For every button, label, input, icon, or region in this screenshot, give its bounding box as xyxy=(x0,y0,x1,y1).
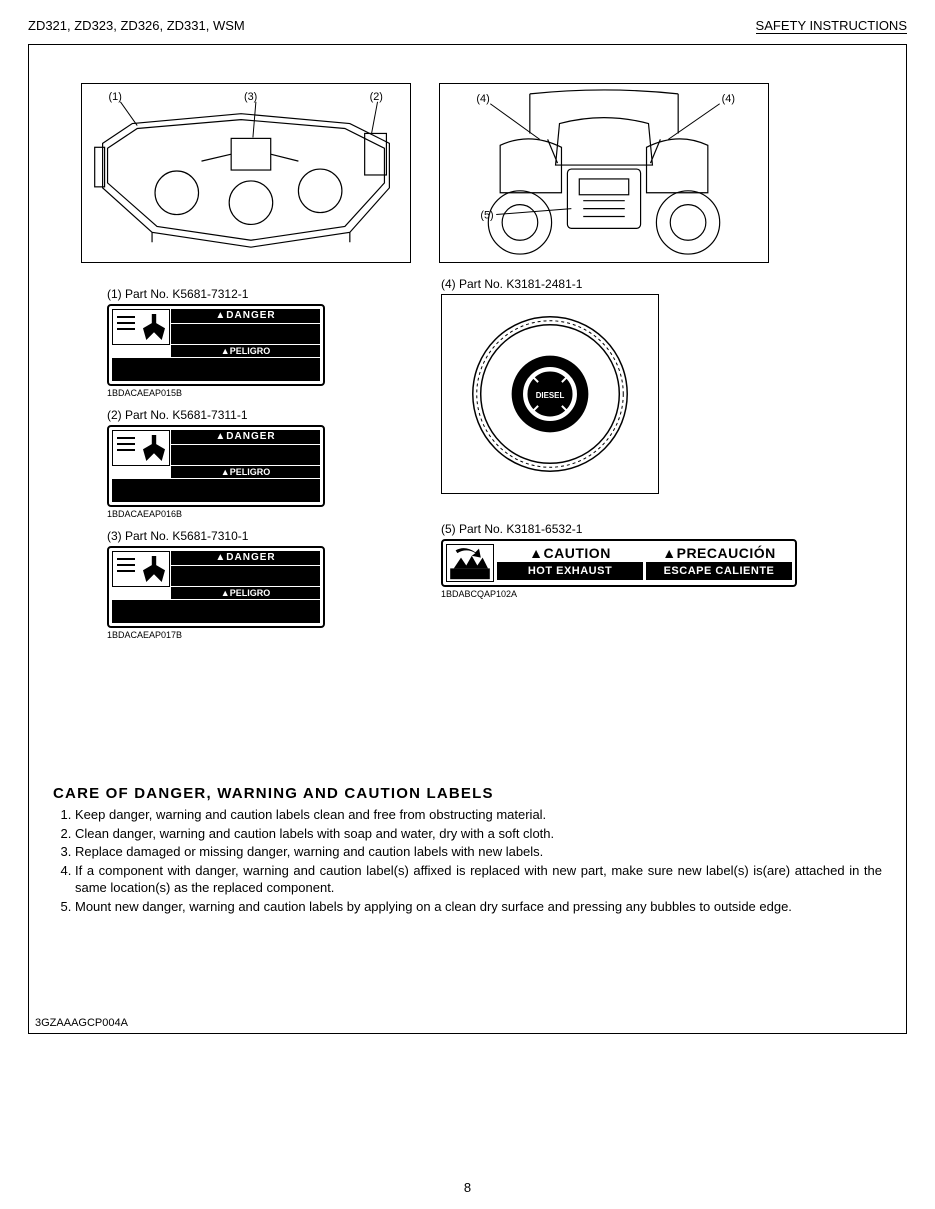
part5-ref: 1BDABCQAP102A xyxy=(441,589,801,599)
danger-header: ▲DANGER xyxy=(171,309,320,323)
header-right: SAFETY INSTRUCTIONS xyxy=(756,18,907,34)
care-item: Clean danger, warning and caution labels… xyxy=(75,825,882,843)
part3-ref: 1BDACAEAP017B xyxy=(107,630,371,640)
care-list: Keep danger, warning and caution labels … xyxy=(53,806,882,915)
callout-2: (2) xyxy=(370,91,383,103)
care-title: CARE OF DANGER, WARNING AND CAUTION LABE… xyxy=(53,785,882,802)
diesel-text: DIESEL xyxy=(536,391,565,400)
header-left: ZD321, ZD323, ZD326, ZD331, WSM xyxy=(28,18,245,34)
callout-1: (1) xyxy=(109,91,122,103)
thrown-object-icon xyxy=(112,430,170,466)
callout-4b: (4) xyxy=(722,93,735,105)
part2-caption: (2) Part No. K5681-7311-1 xyxy=(107,408,371,422)
thrown-object-icon xyxy=(112,551,170,587)
labels-col-right: (4) Part No. K3181-2481-1 DIESEL xyxy=(441,277,801,640)
part1-label: ▲DANGER ▲PELIGRO xyxy=(107,304,325,386)
tractor-rear-diagram: (4) (4) (5) xyxy=(439,83,769,263)
page-number: 8 xyxy=(0,1180,935,1195)
fuel-cap-box: DIESEL xyxy=(441,294,659,494)
part3-caption: (3) Part No. K5681-7310-1 xyxy=(107,529,371,543)
caution-label: ▲CAUTION HOT EXHAUST ▲PRECAUCIÓN ESCAPE … xyxy=(441,539,797,587)
hot-exhaust-icon xyxy=(446,544,494,582)
page-header: ZD321, ZD323, ZD326, ZD331, WSM SAFETY I… xyxy=(0,0,935,38)
thrown-object-icon xyxy=(112,309,170,345)
mower-deck-diagram: (1) (3) (2) xyxy=(81,83,411,263)
part2-label: ▲DANGER ▲PELIGRO xyxy=(107,425,325,507)
part1-ref: 1BDACAEAP015B xyxy=(107,388,371,398)
fuel-cap-svg: DIESEL xyxy=(442,295,658,493)
care-item: If a component with danger, warning and … xyxy=(75,862,882,897)
part2-ref: 1BDACAEAP016B xyxy=(107,509,371,519)
tractor-rear-svg: (4) (4) (5) xyxy=(440,84,768,262)
callout-5: (5) xyxy=(480,209,493,221)
mower-deck-svg: (1) (3) (2) xyxy=(82,84,410,262)
care-section: CARE OF DANGER, WARNING AND CAUTION LABE… xyxy=(53,785,882,916)
part5-caption: (5) Part No. K3181-6532-1 xyxy=(441,522,801,536)
caution-en: ▲CAUTION HOT EXHAUST xyxy=(497,544,643,582)
labels-row: (1) Part No. K5681-7312-1 ▲DANGER ▲PELIG… xyxy=(47,277,888,640)
diagrams-row: (1) (3) (2) xyxy=(47,83,888,263)
callout-4a: (4) xyxy=(476,93,489,105)
care-item: Mount new danger, warning and caution la… xyxy=(75,898,882,916)
bottom-reference: 3GZAAAGCP004A xyxy=(35,1017,128,1029)
part1-caption: (1) Part No. K5681-7312-1 xyxy=(107,287,371,301)
peligro-header: ▲PELIGRO xyxy=(171,345,320,357)
care-item: Keep danger, warning and caution labels … xyxy=(75,806,882,824)
part4-caption: (4) Part No. K3181-2481-1 xyxy=(441,277,801,291)
caution-es: ▲PRECAUCIÓN ESCAPE CALIENTE xyxy=(646,544,792,582)
part3-label: ▲DANGER ▲PELIGRO xyxy=(107,546,325,628)
care-item: Replace damaged or missing danger, warni… xyxy=(75,843,882,861)
content-frame: (1) (3) (2) xyxy=(28,44,907,1034)
callout-3: (3) xyxy=(244,91,257,103)
labels-col-left: (1) Part No. K5681-7312-1 ▲DANGER ▲PELIG… xyxy=(107,277,371,640)
